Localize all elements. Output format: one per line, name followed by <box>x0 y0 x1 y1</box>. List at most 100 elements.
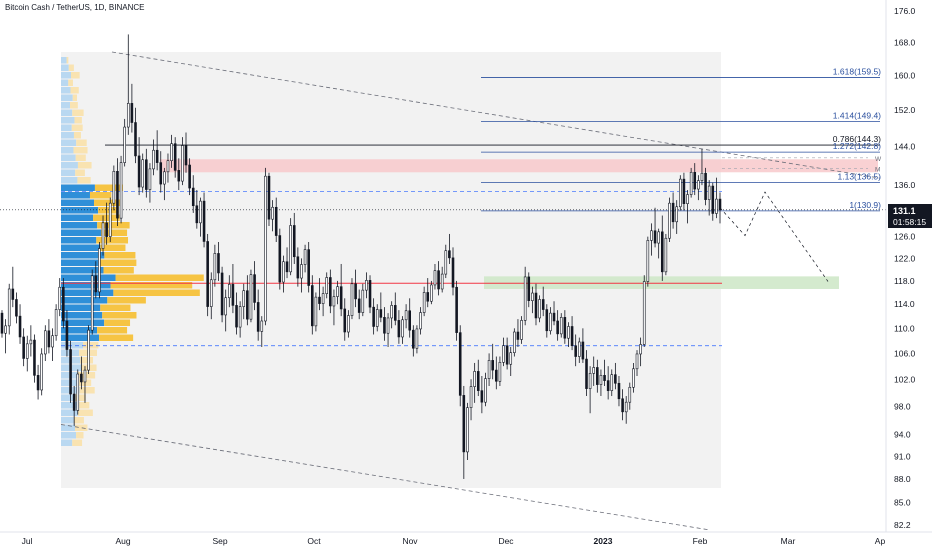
vp-up-bar <box>61 372 78 379</box>
candle-up <box>98 248 101 293</box>
candle-down <box>116 171 119 219</box>
candle-down <box>354 283 357 300</box>
candle-down <box>22 336 25 359</box>
candle-up <box>559 317 563 335</box>
candle-up <box>679 178 682 208</box>
candle-down <box>47 330 51 348</box>
candle-up <box>40 353 43 391</box>
price-tick-label: 98.0 <box>894 401 911 411</box>
candle-up <box>347 315 350 333</box>
candle-down <box>357 298 361 313</box>
candle-up <box>635 353 639 370</box>
candle-down <box>621 398 624 413</box>
vp-down-bar <box>97 327 128 334</box>
vp-up-bar <box>61 229 102 236</box>
time-tick-label: Sep <box>212 536 227 546</box>
vp-up-bar <box>61 162 78 169</box>
candle-down <box>285 261 289 273</box>
price-tick-label: 176.0 <box>894 6 916 16</box>
last-price-tag: 131.1 01:58:15 <box>888 204 932 228</box>
candle-up <box>715 198 718 214</box>
candle-up <box>123 126 126 163</box>
vp-down-bar <box>75 169 85 176</box>
candle-up <box>44 330 47 355</box>
vp-down-bar <box>89 192 112 199</box>
candle-down <box>704 172 707 200</box>
candle-down <box>339 286 343 310</box>
candle-up <box>29 339 33 345</box>
vp-down-bar <box>73 417 84 424</box>
candle-up <box>238 306 242 328</box>
candle-down <box>541 299 545 310</box>
vp-up-bar <box>61 139 77 146</box>
vp-up-bar <box>61 132 74 139</box>
candle-up <box>498 362 502 382</box>
candle-up <box>577 341 581 357</box>
time-tick-label: Jul <box>22 536 33 546</box>
vp-up-bar <box>61 274 116 281</box>
weekly-label: W <box>875 156 882 163</box>
last-price-value: 131.1 <box>893 206 916 216</box>
time-tick-label: Oct <box>307 536 321 546</box>
candle-down <box>570 326 574 347</box>
time-axis[interactable]: Jul Aug Sep Oct Nov Dec 2023 Feb Mar Ap <box>22 536 886 546</box>
candle-up <box>58 286 62 310</box>
candle-down <box>36 375 40 391</box>
vp-down-bar <box>70 102 78 109</box>
candle-up <box>415 328 419 349</box>
candle-down <box>412 329 415 349</box>
candle-down <box>505 345 509 365</box>
price-axis[interactable]: 176.0 168.0 160.0 152.0 144.0 136.0 126.0 122.0… <box>894 6 916 530</box>
candle-down <box>397 320 401 338</box>
projection-path <box>719 191 829 282</box>
candle-up <box>386 317 390 334</box>
candle-up <box>166 160 170 173</box>
candle-up <box>469 386 473 408</box>
candle-down <box>134 122 137 157</box>
candle-down <box>246 290 249 320</box>
resistance-zone <box>160 159 878 173</box>
candle-down <box>15 299 18 317</box>
candle-down <box>155 149 159 163</box>
candle-down <box>393 305 397 321</box>
vp-down-bar <box>103 267 134 274</box>
vp-down-bar <box>113 289 200 296</box>
upper-trendline <box>111 51 881 179</box>
candle-up <box>642 281 646 345</box>
vp-up-bar <box>61 424 76 431</box>
candle-down <box>534 292 538 319</box>
candle-up <box>51 335 54 348</box>
vp-down-bar <box>76 432 84 439</box>
vp-down-bar <box>68 64 74 71</box>
candle-up <box>119 162 123 219</box>
price-tick-label: 91.0 <box>894 451 911 461</box>
candle-down <box>711 185 715 214</box>
candle-up <box>700 172 704 181</box>
candle-up <box>592 367 596 374</box>
candle-up <box>664 237 668 273</box>
candle-up <box>228 284 231 299</box>
vp-up-bar <box>61 169 76 176</box>
vp-up-bar <box>61 394 76 401</box>
vp-down-bar <box>77 177 91 184</box>
countdown-timer: 01:58:15 <box>893 217 926 227</box>
vp-down-bar <box>73 147 88 154</box>
candle-down <box>451 257 455 288</box>
vp-up-bar <box>61 117 75 124</box>
candle-up <box>282 261 285 283</box>
candle-down <box>448 250 451 259</box>
candle-down <box>65 320 69 350</box>
candle-down <box>426 292 430 302</box>
vp-up-bar <box>61 222 98 229</box>
candle-down <box>556 320 559 335</box>
vp-up-bar <box>61 304 101 311</box>
time-tick-label: Aug <box>115 536 130 546</box>
fib-label: 1.272(142.8) <box>833 141 881 151</box>
candle-up <box>628 386 632 403</box>
candle-up <box>484 378 487 403</box>
vp-up-bar <box>61 87 71 94</box>
vp-down-bar <box>100 244 126 251</box>
candle-down <box>545 309 549 332</box>
vp-down-bar <box>72 439 83 446</box>
